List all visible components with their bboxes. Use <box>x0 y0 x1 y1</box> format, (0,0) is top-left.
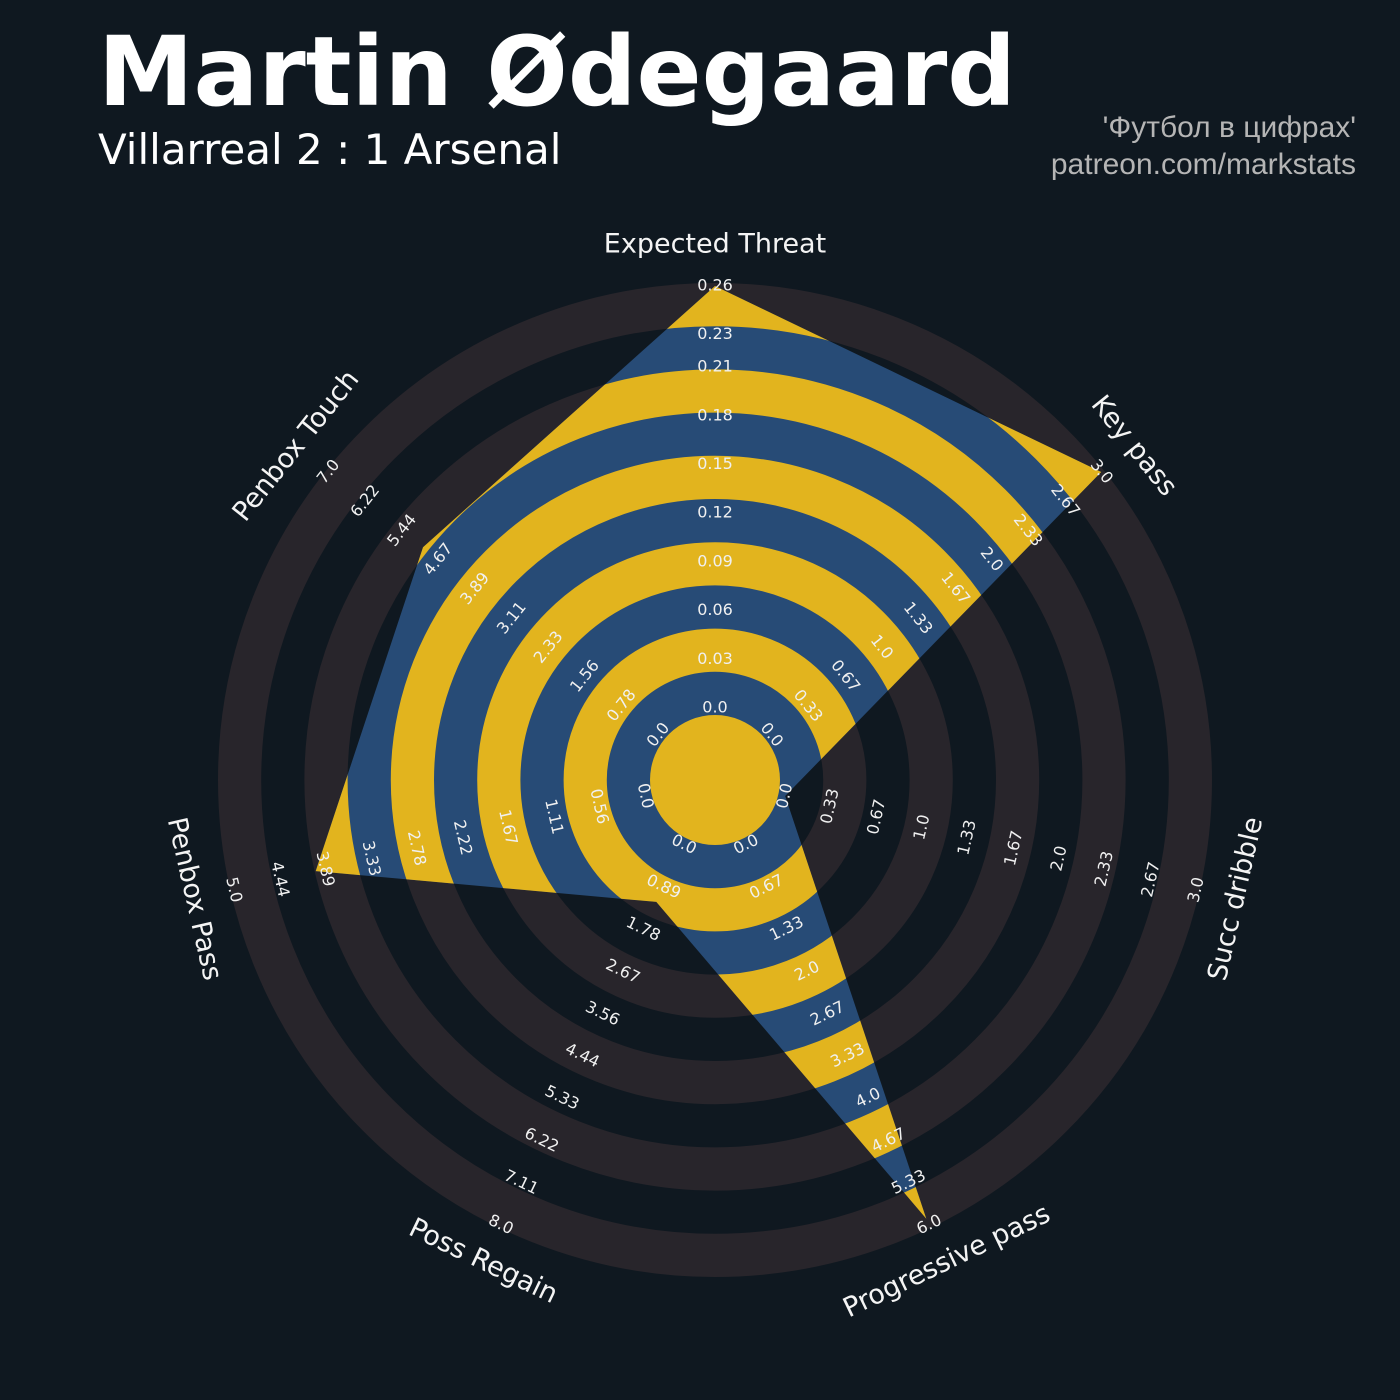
ring <box>315 286 1102 1219</box>
tick-label: 0.12 <box>697 503 733 522</box>
tick-label: 0.23 <box>697 324 733 343</box>
tick-label: 0.21 <box>697 357 733 376</box>
tick-label: 0.03 <box>697 649 733 668</box>
tick-label: 0.15 <box>697 454 733 473</box>
tick-label: 0.0 <box>702 698 727 717</box>
tick-label: 0.18 <box>697 405 733 424</box>
tick-label: 0.26 <box>697 276 733 295</box>
credit: 'Футбол в цифрах' <box>1103 111 1356 144</box>
credit: patreon.com/markstats <box>1051 148 1356 181</box>
ring <box>650 715 780 845</box>
chart-title: Martin Ødegaard <box>98 16 1016 128</box>
tick-label: 0.06 <box>697 600 733 619</box>
tick-label: 0.09 <box>697 551 733 570</box>
axis-label: Expected Threat <box>604 229 826 260</box>
chart-subtitle: Villarreal 2 : 1 Arsenal <box>98 125 561 174</box>
